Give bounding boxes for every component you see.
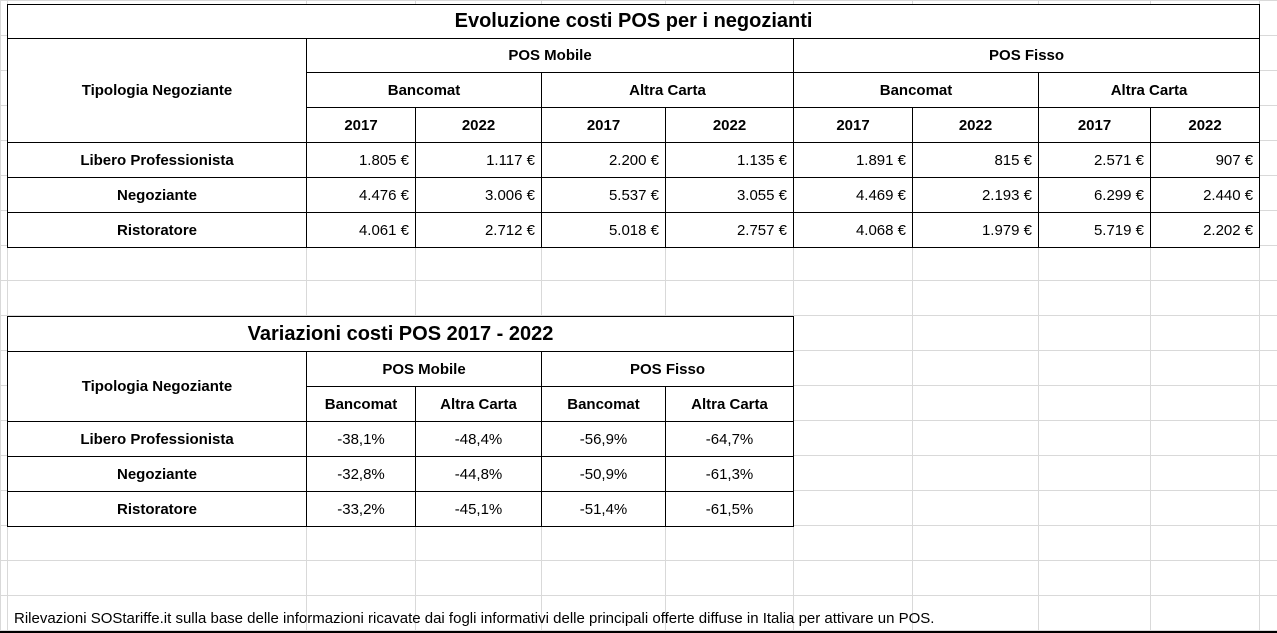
table-row: Libero Professionista 1.805 € 1.117 € 2.… [7, 142, 1261, 178]
cost-cell: 2.712 € [415, 212, 542, 248]
subgroup-header: Altra Carta [1037, 72, 1261, 108]
grid-column-line [1150, 0, 1151, 633]
table-row: Negoziante -32,8% -44,8% -50,9% -61,3% [7, 456, 794, 492]
variation-cell: -61,5% [665, 491, 794, 527]
subgroup-header: Altra Carta [541, 72, 794, 108]
cost-cell: 5.719 € [1038, 212, 1151, 248]
variation-cell: -50,9% [541, 456, 666, 492]
row-label: Ristoratore [7, 491, 307, 527]
row-header: Tipologia Negoziante [7, 38, 307, 143]
cost-cell: 2.200 € [541, 142, 666, 178]
subgroup-header: Altra Carta [415, 386, 542, 422]
table-row: Ristoratore 4.061 € 2.712 € 5.018 € 2.75… [7, 212, 1261, 248]
subgroup-header: Bancomat [306, 386, 416, 422]
variation-cell: -48,4% [415, 421, 542, 457]
variation-cell: -38,1% [306, 421, 416, 457]
cost-cell: 2.757 € [665, 212, 794, 248]
row-label: Libero Professionista [7, 142, 307, 178]
year-header: 2022 [665, 107, 794, 143]
grid-column-line [1259, 0, 1260, 633]
cost-cell: 4.061 € [306, 212, 416, 248]
group-header-pos-mobile: POS Mobile [306, 38, 794, 73]
subgroup-header: Bancomat [793, 72, 1039, 108]
cost-cell: 2.193 € [912, 177, 1039, 213]
row-label: Ristoratore [7, 212, 307, 248]
cost-cell: 1.117 € [415, 142, 542, 178]
table-title: Variazioni costi POS 2017 - 2022 [7, 316, 794, 352]
year-header: 2022 [912, 107, 1039, 143]
cost-cell: 4.469 € [793, 177, 913, 213]
cost-cell: 2.440 € [1149, 177, 1261, 213]
table-row: Negoziante 4.476 € 3.006 € 5.537 € 3.055… [7, 177, 1261, 213]
row-header: Tipologia Negoziante [7, 351, 307, 422]
row-label: Negoziante [7, 456, 307, 492]
cost-cell: 1.979 € [912, 212, 1039, 248]
subgroup-header: Altra Carta [665, 386, 794, 422]
year-header: 2017 [1038, 107, 1151, 143]
year-header: 2022 [415, 107, 542, 143]
cost-cell: 4.068 € [793, 212, 913, 248]
source-note: Rilevazioni SOStariffe.it sulla base del… [14, 610, 935, 627]
variation-cell: -32,8% [306, 456, 416, 492]
table-row: Libero Professionista -38,1% -48,4% -56,… [7, 421, 794, 457]
year-header: 2017 [541, 107, 666, 143]
cost-cell: 6.299 € [1038, 177, 1151, 213]
subgroup-header: Bancomat [541, 386, 666, 422]
cost-cell: 2.202 € [1149, 212, 1261, 248]
variation-cell: -51,4% [541, 491, 666, 527]
group-header-pos-fisso: POS Fisso [541, 351, 794, 387]
variation-cell: -64,7% [665, 421, 794, 457]
cost-cell: 2.571 € [1038, 142, 1151, 178]
cost-cell: 1.135 € [665, 142, 794, 178]
cost-cell: 5.537 € [541, 177, 666, 213]
cost-cell: 1.891 € [793, 142, 913, 178]
year-header: 2017 [793, 107, 913, 143]
bottom-border [0, 631, 1277, 633]
grid-column-line [912, 0, 913, 633]
cost-cell: 5.018 € [541, 212, 666, 248]
cost-cell: 1.805 € [306, 142, 416, 178]
cost-variation-table: Variazioni costi POS 2017 - 2022 Tipolog… [7, 316, 794, 527]
cost-cell: 3.006 € [415, 177, 542, 213]
variation-cell: -61,3% [665, 456, 794, 492]
table-title: Evoluzione costi POS per i negozianti [6, 4, 1261, 39]
cost-cell: 4.476 € [306, 177, 416, 213]
variation-cell: -56,9% [541, 421, 666, 457]
subgroup-header: Bancomat [306, 72, 542, 108]
variation-cell: -45,1% [415, 491, 542, 527]
variation-cell: -44,8% [415, 456, 542, 492]
group-header-pos-fisso: POS Fisso [792, 38, 1261, 73]
grid-column-line [1038, 0, 1039, 633]
table-row: Ristoratore -33,2% -45,1% -51,4% -61,5% [7, 491, 794, 527]
group-header-pos-mobile: POS Mobile [306, 351, 542, 387]
row-label: Negoziante [7, 177, 307, 213]
row-label: Libero Professionista [7, 421, 307, 457]
cost-evolution-table: Evoluzione costi POS per i negozianti Ti… [6, 4, 1261, 248]
year-header: 2022 [1149, 107, 1261, 143]
variation-cell: -33,2% [306, 491, 416, 527]
cost-cell: 907 € [1149, 142, 1261, 178]
cost-cell: 3.055 € [665, 177, 794, 213]
cost-cell: 815 € [912, 142, 1039, 178]
year-header: 2017 [306, 107, 416, 143]
